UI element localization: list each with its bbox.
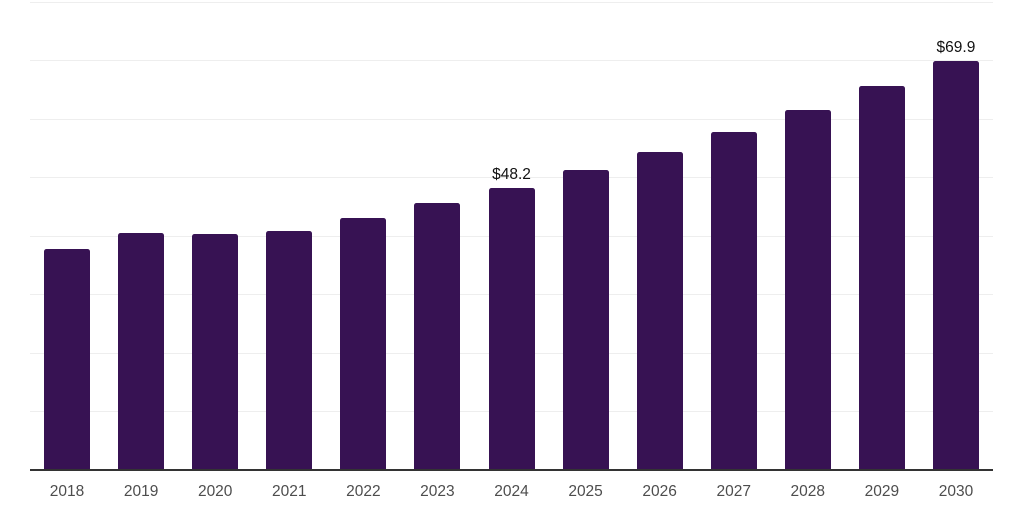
x-tick-label-2026: 2026 (642, 483, 677, 500)
bar-2021 (266, 231, 313, 470)
bar-2022 (340, 217, 387, 470)
x-tick-label-2024: 2024 (494, 483, 529, 500)
x-tick-label-2022: 2022 (346, 483, 381, 500)
x-tick-label-2029: 2029 (864, 483, 900, 500)
bar-2028 (784, 110, 831, 470)
bar-2029 (858, 85, 905, 470)
x-tick-label-2021: 2021 (272, 483, 307, 500)
data-label-2024: $48.2 (492, 165, 531, 183)
x-tick-label-2023: 2023 (420, 483, 455, 500)
bar-2030 (932, 61, 979, 470)
x-tick-label-2025: 2025 (568, 483, 603, 500)
bar-2023 (414, 203, 461, 470)
bar-2024 (488, 187, 535, 470)
bar-2018 (44, 249, 91, 470)
data-label-2030: $69.9 (936, 39, 976, 57)
x-tick-label-2018: 2018 (49, 483, 85, 500)
plot-area: $48.2 $69.9 (30, 2, 993, 471)
x-tick-label-2030: 2030 (938, 483, 974, 500)
x-tick-label-2019: 2019 (123, 483, 159, 500)
x-axis-tick-labels: 2018 2019 2020 2021 2022 2023 2024 2025 2026 2027… (30, 483, 993, 505)
bar-2027 (710, 131, 757, 470)
x-axis-line (30, 469, 993, 471)
bar-2020 (192, 234, 239, 470)
gridline-y-50 (30, 177, 993, 179)
x-tick-label-2020: 2020 (197, 483, 233, 500)
gridline-y-70 (30, 60, 993, 62)
gridline-y-80 (30, 2, 993, 3)
gridline-y-60 (30, 118, 993, 120)
bar-2025 (562, 170, 609, 470)
bar-2026 (636, 152, 683, 470)
x-tick-label-2028: 2028 (790, 483, 826, 500)
bar-2019 (118, 233, 165, 470)
x-tick-label-2027: 2027 (716, 483, 751, 500)
